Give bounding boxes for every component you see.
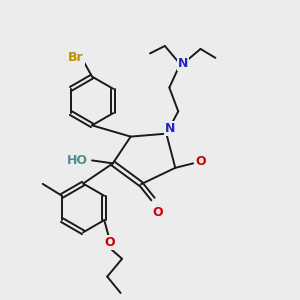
Text: O: O: [105, 236, 116, 249]
Text: Br: Br: [68, 51, 83, 64]
Text: O: O: [152, 206, 163, 219]
Text: HO: HO: [67, 154, 88, 167]
Text: N: N: [178, 57, 188, 70]
Text: N: N: [165, 122, 175, 135]
Text: O: O: [195, 155, 206, 168]
